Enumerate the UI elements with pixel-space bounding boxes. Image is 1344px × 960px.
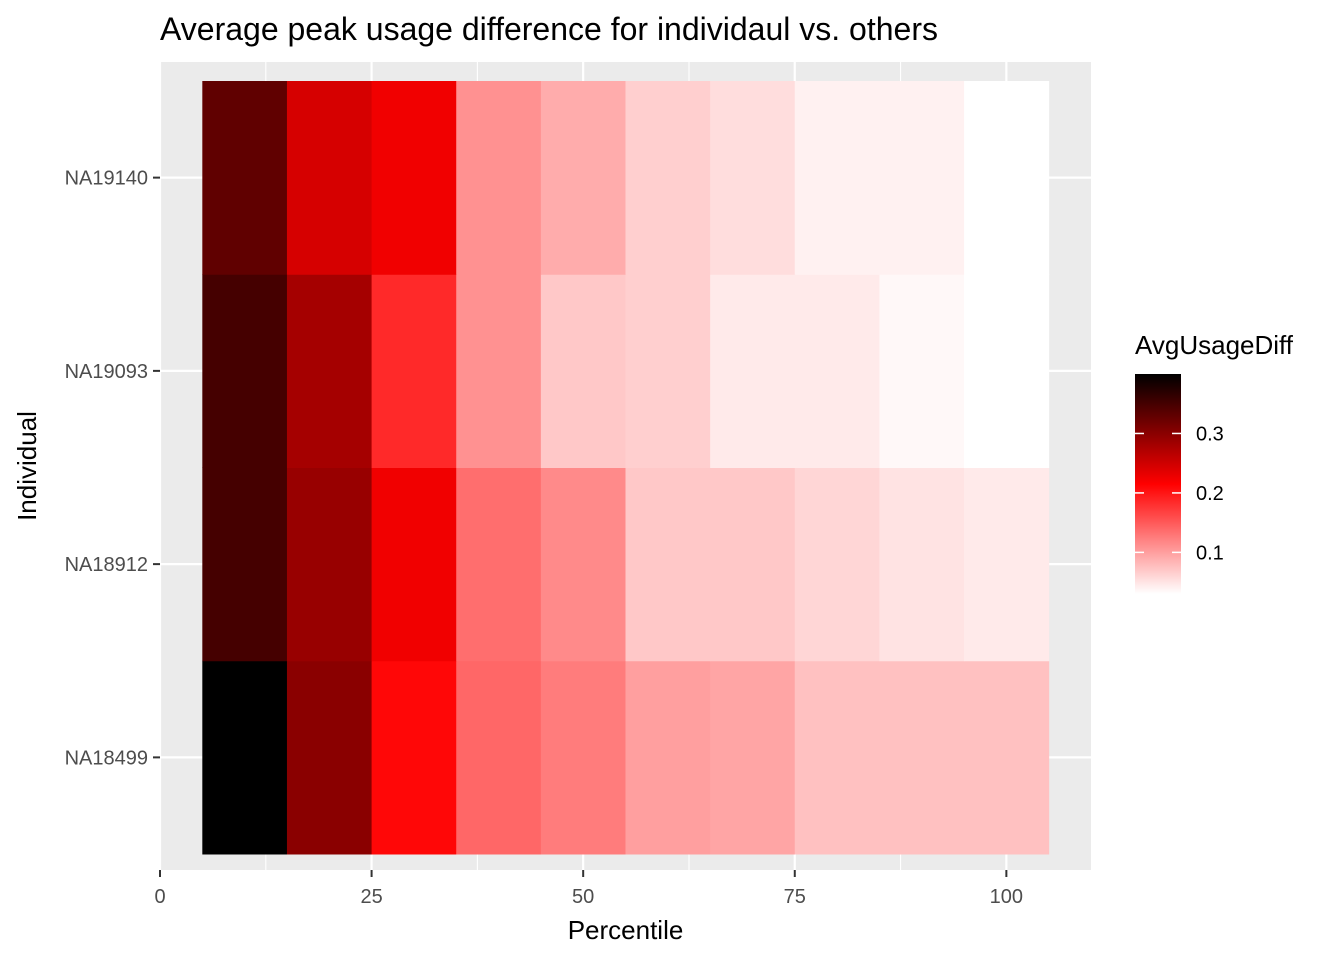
- heatmap-tile: [456, 274, 542, 468]
- heatmap-tiles: [202, 81, 1050, 855]
- heatmap-tile: [625, 660, 711, 855]
- heatmap-tile: [202, 467, 288, 662]
- heatmap-tile: [710, 81, 796, 275]
- heatmap-tile: [540, 467, 626, 662]
- heatmap-tile: [286, 467, 373, 662]
- heatmap-tile: [964, 660, 1050, 855]
- x-axis-title: Percentile: [568, 915, 684, 945]
- heatmap-tile: [710, 274, 796, 468]
- y-tick-label: NA19140: [65, 168, 148, 190]
- y-axis-title: Individual: [12, 411, 42, 521]
- heatmap-tile: [540, 660, 626, 855]
- heatmap-tile: [540, 274, 626, 468]
- x-tick-label: 75: [784, 886, 806, 908]
- y-tick-label: NA19093: [65, 361, 148, 383]
- heatmap-tile: [371, 467, 457, 662]
- heatmap-tile: [456, 81, 542, 275]
- heatmap-tile: [964, 467, 1050, 662]
- x-tick-label: 100: [990, 886, 1023, 908]
- heatmap-tile: [794, 274, 880, 468]
- heatmap-tile: [371, 81, 457, 275]
- heatmap-tile: [710, 467, 796, 662]
- heatmap-tile: [202, 274, 288, 468]
- heatmap-tile: [286, 660, 373, 855]
- heatmap-tile: [540, 81, 626, 275]
- legend-title: AvgUsageDiff: [1135, 330, 1294, 360]
- legend-colorbar: [1135, 374, 1181, 594]
- heatmap-tile: [202, 660, 288, 855]
- heatmap-tile: [879, 467, 965, 662]
- heatmap-tile: [879, 81, 965, 275]
- y-axis: NA18499 NA18912 NA19093 NA19140: [65, 168, 160, 769]
- legend-tick-label: 0.2: [1196, 483, 1224, 505]
- legend-tick-label: 0.3: [1196, 423, 1224, 445]
- heatmap-tile: [625, 81, 711, 275]
- heatmap-tile: [625, 467, 711, 662]
- heatmap-tile: [879, 274, 965, 468]
- heatmap-tile: [371, 274, 457, 468]
- heatmap-tile: [456, 467, 542, 662]
- heatmap-tile: [202, 81, 288, 275]
- heatmap-tile: [879, 660, 965, 855]
- legend-tick-label: 0.1: [1196, 542, 1224, 564]
- heatmap-tile: [794, 660, 880, 855]
- heatmap-tile: [286, 274, 373, 468]
- y-tick-label: NA18912: [65, 554, 148, 576]
- heatmap-tile: [794, 81, 880, 275]
- heatmap-tile: [625, 274, 711, 468]
- heatmap-tile: [964, 274, 1050, 468]
- legend: AvgUsageDiff 0.1 0.2 0.3: [1135, 330, 1294, 594]
- heatmap-tile: [710, 660, 796, 855]
- y-tick-label: NA18499: [65, 747, 148, 769]
- heatmap-tile: [794, 467, 880, 662]
- x-tick-label: 50: [572, 886, 594, 908]
- x-tick-label: 25: [360, 886, 382, 908]
- heatmap-tile: [371, 660, 457, 855]
- x-tick-label: 0: [154, 886, 165, 908]
- heatmap-tile: [456, 660, 542, 855]
- heatmap-tile: [964, 81, 1050, 275]
- legend-ticks: 0.1 0.2 0.3: [1135, 423, 1224, 564]
- chart-title: Average peak usage difference for indivi…: [160, 11, 938, 47]
- x-axis: 0 25 50 75 100: [154, 870, 1023, 908]
- heatmap-tile: [286, 81, 373, 275]
